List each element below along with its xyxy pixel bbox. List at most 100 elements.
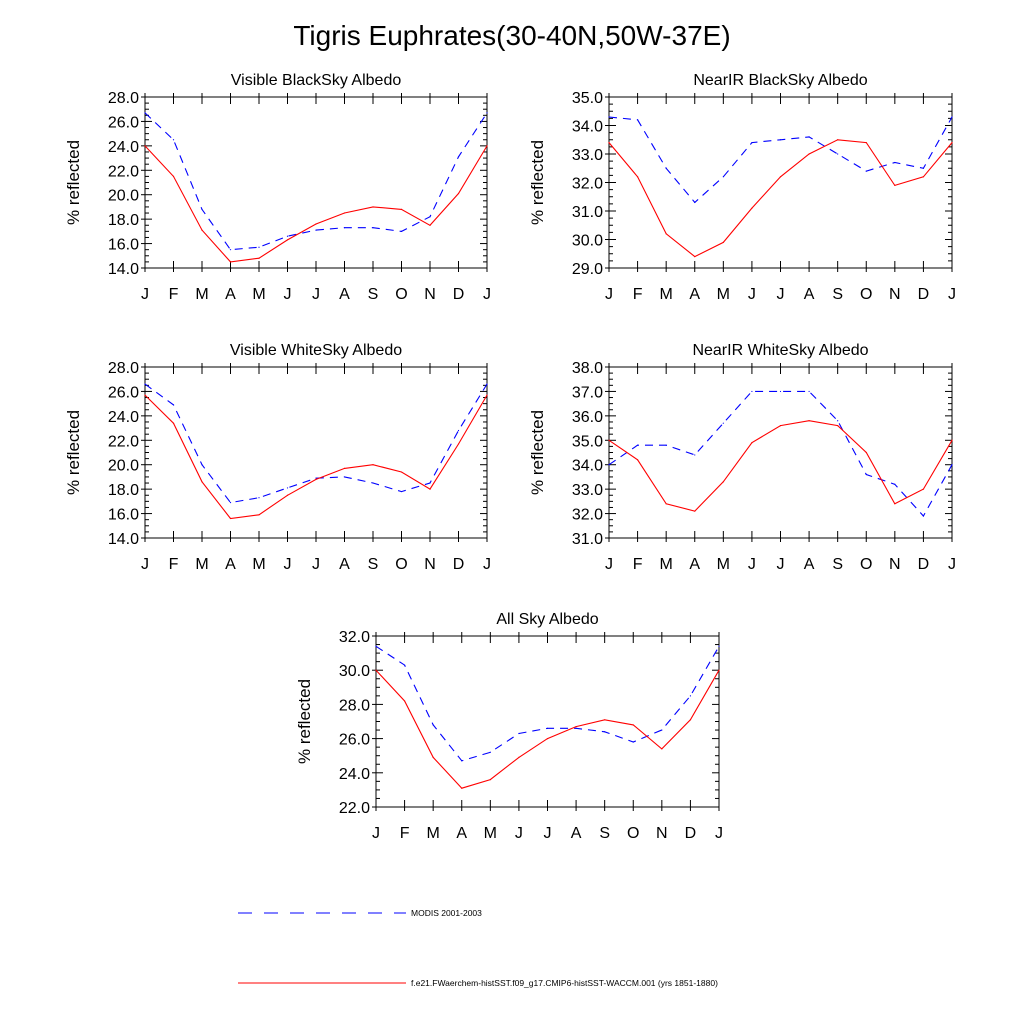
- y-tick-label: 22.0: [108, 163, 139, 180]
- data-point: [665, 233, 667, 235]
- data-point: [665, 503, 667, 505]
- data-point: [144, 383, 146, 385]
- y-tick-label: 26.0: [339, 732, 370, 749]
- y-tick-label: 24.0: [339, 766, 370, 783]
- data-point: [718, 669, 720, 671]
- x-tick-label: O: [395, 556, 407, 573]
- y-tick-label: 29.0: [572, 261, 603, 278]
- data-point: [315, 477, 317, 479]
- panel-title: NearIR BlackSky Albedo: [693, 72, 867, 89]
- data-point: [343, 212, 346, 214]
- x-tick-label: A: [689, 286, 700, 303]
- data-point: [894, 503, 896, 505]
- x-tick-label: F: [633, 556, 643, 573]
- chart-panel-2: NearIR BlackSky Albedo % reflected 29.0 30.…: [528, 72, 956, 303]
- y-tick-label: 28.0: [108, 90, 139, 107]
- x-tick-label: N: [424, 286, 436, 303]
- x-tick-label: J: [483, 556, 491, 573]
- series-line-modis: [144, 112, 488, 251]
- data-point: [372, 464, 374, 466]
- data-point: [837, 425, 839, 427]
- x-tick-label: J: [948, 556, 956, 573]
- data-point: [694, 510, 696, 512]
- x-tick-label: J: [777, 556, 785, 573]
- data-point: [201, 481, 203, 483]
- data-point: [808, 153, 810, 155]
- data-point: [343, 227, 346, 229]
- x-tick-label: D: [918, 556, 930, 573]
- x-tick-label: M: [427, 825, 440, 842]
- data-point: [429, 224, 431, 226]
- data-point: [689, 695, 692, 697]
- x-tick-label: D: [453, 286, 465, 303]
- data-point: [894, 161, 896, 164]
- panel-title: Visible BlackSky Albedo: [231, 72, 402, 89]
- x-tick-label: F: [400, 825, 410, 842]
- x-tick-label: J: [284, 286, 292, 303]
- series-line-model: [375, 669, 720, 789]
- y-tick-label: 28.0: [339, 697, 370, 714]
- data-point: [229, 261, 232, 263]
- y-tick-label: 14.0: [108, 531, 139, 548]
- data-point: [403, 700, 406, 702]
- data-point: [722, 176, 724, 178]
- y-tick-label: 32.0: [572, 507, 603, 524]
- x-tick-label: J: [605, 556, 613, 573]
- y-tick-label: 32.0: [572, 176, 603, 193]
- x-tick-label: O: [860, 286, 872, 303]
- x-tick-label: D: [685, 825, 697, 842]
- data-point: [375, 669, 377, 671]
- data-point: [722, 241, 724, 243]
- y-axis-label: % reflected: [64, 410, 83, 495]
- y-tick-label: 24.0: [108, 139, 139, 156]
- data-point: [604, 719, 606, 721]
- data-point: [751, 390, 753, 393]
- chart-panel-1: Visible BlackSky Albedo % reflected 14.0 16…: [64, 72, 491, 303]
- data-point: [865, 473, 867, 476]
- x-tick-label: M: [252, 286, 265, 303]
- x-tick-label: M: [252, 556, 265, 573]
- x-tick-label: J: [284, 556, 292, 573]
- legend: MODIS 2001-2003 f.e21.FWaerchem-histSST.f…: [238, 908, 718, 988]
- x-tick-label: M: [484, 825, 497, 842]
- data-point: [457, 429, 460, 432]
- data-point: [486, 383, 488, 385]
- y-tick-label: 31.0: [572, 204, 603, 221]
- x-tick-label: J: [483, 286, 491, 303]
- data-point: [518, 732, 520, 735]
- data-point: [489, 751, 491, 753]
- data-point: [546, 727, 549, 729]
- chart-panel-3: Visible WhiteSky Albedo % reflected 14.0 16…: [64, 342, 491, 573]
- data-point: [229, 249, 232, 251]
- data-point: [865, 142, 867, 144]
- legend-label: MODIS 2001-2003: [411, 908, 482, 918]
- data-point: [632, 724, 634, 726]
- x-tick-label: S: [599, 825, 610, 842]
- y-tick-label: 33.0: [572, 147, 603, 164]
- data-point: [661, 748, 663, 750]
- y-axis-label: % reflected: [64, 140, 83, 225]
- x-tick-label: N: [889, 286, 901, 303]
- data-point: [922, 176, 925, 178]
- y-tick-label: 20.0: [108, 188, 139, 205]
- data-point: [865, 451, 867, 454]
- x-tick-label: J: [948, 286, 956, 303]
- data-point: [608, 464, 610, 466]
- x-tick-label: J: [777, 286, 785, 303]
- data-point: [400, 230, 403, 232]
- data-point: [779, 139, 782, 141]
- data-point: [258, 257, 260, 259]
- y-tick-label: 33.0: [572, 482, 603, 499]
- data-point: [636, 444, 639, 446]
- data-point: [258, 246, 260, 248]
- x-tick-label: N: [889, 556, 901, 573]
- data-point: [315, 478, 317, 480]
- data-point: [372, 482, 374, 484]
- data-point: [315, 229, 317, 231]
- data-point: [286, 235, 289, 237]
- plot-frame: [144, 96, 488, 269]
- data-point: [837, 420, 839, 422]
- y-tick-label: 22.0: [339, 800, 370, 817]
- data-point: [429, 216, 431, 218]
